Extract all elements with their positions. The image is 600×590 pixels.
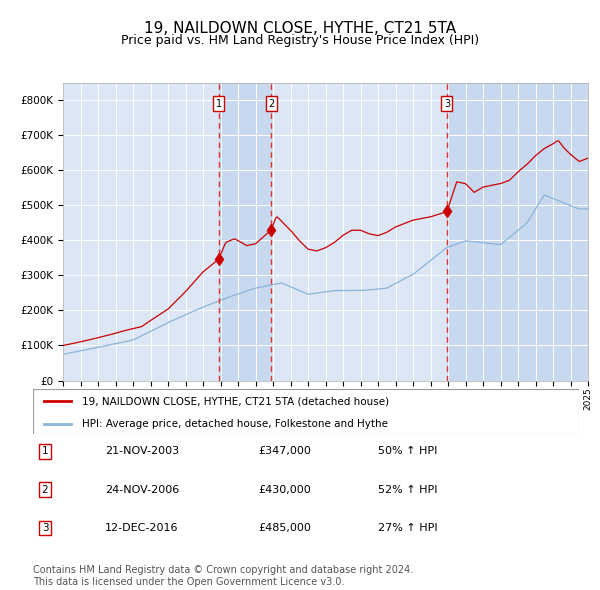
Text: HPI: Average price, detached house, Folkestone and Hythe: HPI: Average price, detached house, Folk…: [82, 419, 388, 429]
Bar: [218, 83, 271, 381]
Text: Contains HM Land Registry data © Crown copyright and database right 2024.
This d: Contains HM Land Registry data © Crown c…: [33, 565, 413, 587]
Text: 2: 2: [268, 99, 274, 109]
Text: 19, NAILDOWN CLOSE, HYTHE, CT21 5TA (detached house): 19, NAILDOWN CLOSE, HYTHE, CT21 5TA (det…: [82, 396, 389, 407]
Text: £485,000: £485,000: [258, 523, 311, 533]
Text: 3: 3: [444, 99, 450, 109]
Text: £347,000: £347,000: [258, 447, 311, 456]
Text: 2: 2: [41, 485, 49, 494]
Text: 1: 1: [41, 447, 49, 456]
Bar: [447, 83, 588, 381]
Text: 24-NOV-2006: 24-NOV-2006: [105, 485, 179, 494]
Text: 19, NAILDOWN CLOSE, HYTHE, CT21 5TA: 19, NAILDOWN CLOSE, HYTHE, CT21 5TA: [144, 21, 456, 35]
Text: 52% ↑ HPI: 52% ↑ HPI: [378, 485, 437, 494]
Text: 1: 1: [215, 99, 221, 109]
Text: £430,000: £430,000: [258, 485, 311, 494]
Text: 50% ↑ HPI: 50% ↑ HPI: [378, 447, 437, 456]
Text: 21-NOV-2003: 21-NOV-2003: [105, 447, 179, 456]
Text: 27% ↑ HPI: 27% ↑ HPI: [378, 523, 437, 533]
Text: 3: 3: [41, 523, 49, 533]
Text: 12-DEC-2016: 12-DEC-2016: [105, 523, 179, 533]
Text: Price paid vs. HM Land Registry's House Price Index (HPI): Price paid vs. HM Land Registry's House …: [121, 34, 479, 47]
